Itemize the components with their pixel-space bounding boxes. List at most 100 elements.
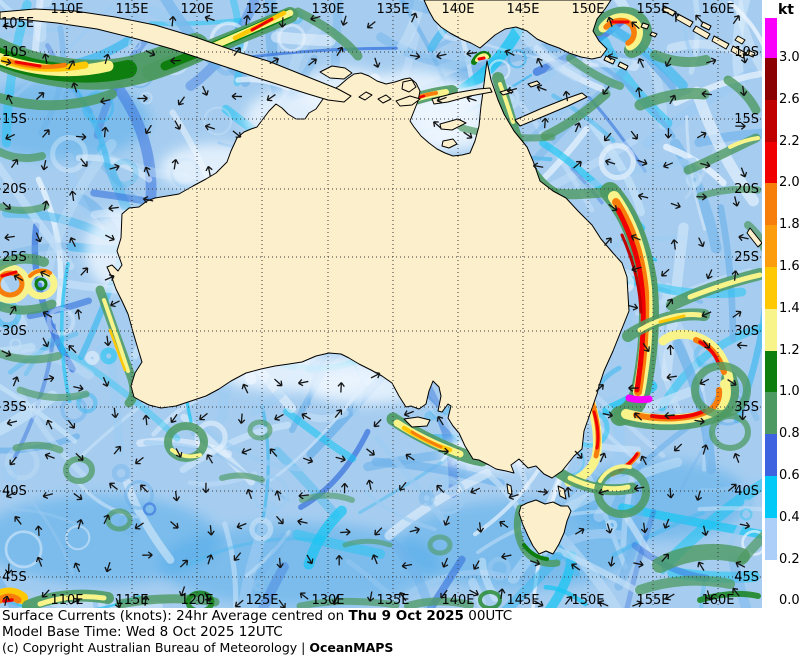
landmass-kangaroo-island xyxy=(403,416,431,428)
colorbar-tick-label: 0.8 xyxy=(779,426,800,442)
colorbar-tick-label: 0.4 xyxy=(779,509,800,525)
landmass-java-chain xyxy=(0,8,352,103)
lat-label-left: 40S xyxy=(2,484,27,499)
colorbar-segment xyxy=(765,99,777,142)
lat-label-left: 35S xyxy=(2,400,27,415)
lat-label-left: 15S xyxy=(2,112,27,127)
colorbar-unit-label: kt xyxy=(778,2,795,18)
colorbar-segment xyxy=(765,350,777,393)
lon-label-top: 125E xyxy=(245,2,278,17)
landmass-tiwi-islands xyxy=(319,65,353,80)
colorbar-tick-label: 1.2 xyxy=(779,342,800,358)
graticule-layer xyxy=(0,0,762,608)
landmass-vanuatu-1 xyxy=(734,35,746,45)
colorbar-tick-label: 1.0 xyxy=(779,384,800,400)
landmass-new-caledonia xyxy=(746,227,762,248)
caption-title-line: Surface Currents (knots): 24hr Average c… xyxy=(2,608,798,625)
ocean-currents-map-canvas: 110E 115E 120E 125E 130E 135E 140E 145E 150E 155E… xyxy=(0,0,762,608)
colorbar-tick-label: 2.2 xyxy=(779,133,800,149)
colorbar-segment xyxy=(765,183,777,226)
lon-label-top: 135E xyxy=(376,2,409,17)
caption-model-base-time: Model Base Time: Wed 8 Oct 2025 12UTC xyxy=(2,623,283,640)
landmass-mornington-island xyxy=(441,138,458,149)
lon-label-top: 150E xyxy=(571,2,604,17)
landmass-solomon-6 xyxy=(730,45,747,59)
landmass-groote-eylandt xyxy=(401,79,417,93)
lon-label-top: 110E xyxy=(50,2,83,17)
lat-label-right: 35S xyxy=(734,400,759,415)
landmass-solomon-2 xyxy=(675,13,694,28)
lon-label-top: 115E xyxy=(115,2,148,17)
lon-label-top: 140E xyxy=(441,2,474,17)
corner-lon-label: 105E xyxy=(1,16,34,31)
landmass-solomon-5 xyxy=(711,35,730,50)
caption-title-prefix: Surface Currents (knots): 24hr Average c… xyxy=(2,608,349,624)
lon-label-bottom: 160E xyxy=(701,593,734,608)
caption-valid-date: Thu 9 Oct 2025 xyxy=(348,608,464,624)
lat-label-right: 10S xyxy=(734,45,759,60)
landmass-new-guinea xyxy=(423,0,612,60)
caption: Surface Currents (knots): 24hr Average c… xyxy=(2,608,798,656)
lat-label-left: 45S xyxy=(2,570,27,585)
lon-label-bottom: 135E xyxy=(376,593,409,608)
lat-label-right: 15S xyxy=(734,112,759,127)
colorbar-segment xyxy=(765,58,777,100)
caption-copyright-line: (c) Copyright Australian Bureau of Meteo… xyxy=(2,640,798,656)
lat-label-left: 25S xyxy=(2,250,27,265)
landmass-louisiade-2 xyxy=(617,61,629,71)
landmass-flinders-island xyxy=(557,485,567,500)
colorbar-tick-label: 2.6 xyxy=(779,91,800,107)
colorbar-tick-label: 1.4 xyxy=(779,300,800,316)
landmass-alor xyxy=(527,80,541,88)
colorbar-tick-label: 1.6 xyxy=(779,259,800,274)
colorbar: kt 3.0 2.6 2.2 2.0 1.8 1.6 1.4 1.2 1.0 0.8 0.6 0.4 0… xyxy=(764,0,800,608)
caption-model-name: OceanMAPS xyxy=(309,640,394,655)
landmass-solomon-dot-2 xyxy=(649,31,658,38)
lon-label-top: 120E xyxy=(180,2,213,17)
caption-title-suffix: 00UTC xyxy=(463,608,513,624)
lat-label-right: 30S xyxy=(734,324,759,339)
landmass-bali xyxy=(358,91,373,101)
landmass-solomon-4 xyxy=(700,21,712,31)
lon-label-bottom: 115E xyxy=(115,593,148,608)
landmass-king-island xyxy=(506,483,513,496)
landmass-timor xyxy=(514,92,588,127)
lon-label-top: 160E xyxy=(701,2,734,17)
lon-label-bottom: 110E xyxy=(50,593,83,608)
lon-label-top: 155E xyxy=(636,2,669,17)
colorbar-segment xyxy=(765,225,777,267)
colorbar-tick-label: 0.0 xyxy=(779,593,800,609)
lon-label-bottom: 140E xyxy=(441,593,474,608)
colorbar-segment xyxy=(765,308,777,351)
colorbar-tick-label: 3.0 xyxy=(779,50,800,65)
lat-label-right: 40S xyxy=(734,484,759,499)
landmass-lombok xyxy=(377,94,392,104)
lat-label-right: 20S xyxy=(734,182,759,197)
lon-label-bottom: 150E xyxy=(571,593,604,608)
colorbar-segment xyxy=(765,267,777,309)
landmass-louisiade-1 xyxy=(603,55,616,65)
colorbar-segment xyxy=(765,18,777,58)
landmass-sumbawa xyxy=(395,95,421,107)
lon-label-top: 145E xyxy=(506,2,539,17)
lon-label-bottom: 120E xyxy=(180,593,213,608)
colorbar-segment xyxy=(765,141,777,184)
current-features-layer xyxy=(0,0,762,608)
land-layer xyxy=(0,0,762,555)
landmass-solomon-3 xyxy=(692,25,711,40)
landmass-australia xyxy=(106,60,630,479)
colorbar-segment xyxy=(765,476,777,518)
colorbar-segment xyxy=(765,434,777,476)
lat-label-right: 45S xyxy=(734,570,759,585)
lat-label-left: 10S xyxy=(2,45,27,60)
lon-label-bottom: 125E xyxy=(245,593,278,608)
colorbar-tick-label: 0.2 xyxy=(779,551,800,567)
lat-label-left: 20S xyxy=(2,182,27,197)
lon-label-top: 130E xyxy=(311,2,344,17)
caption-copyright-text: (c) Copyright Australian Bureau of Meteo… xyxy=(2,640,310,655)
current-direction-arrows-layer xyxy=(0,11,751,608)
landmass-flores xyxy=(431,87,493,105)
grid-labels-layer: 110E 115E 120E 125E 130E 135E 140E 145E 150E 155E… xyxy=(1,2,759,608)
colorbar-segment xyxy=(765,559,777,602)
